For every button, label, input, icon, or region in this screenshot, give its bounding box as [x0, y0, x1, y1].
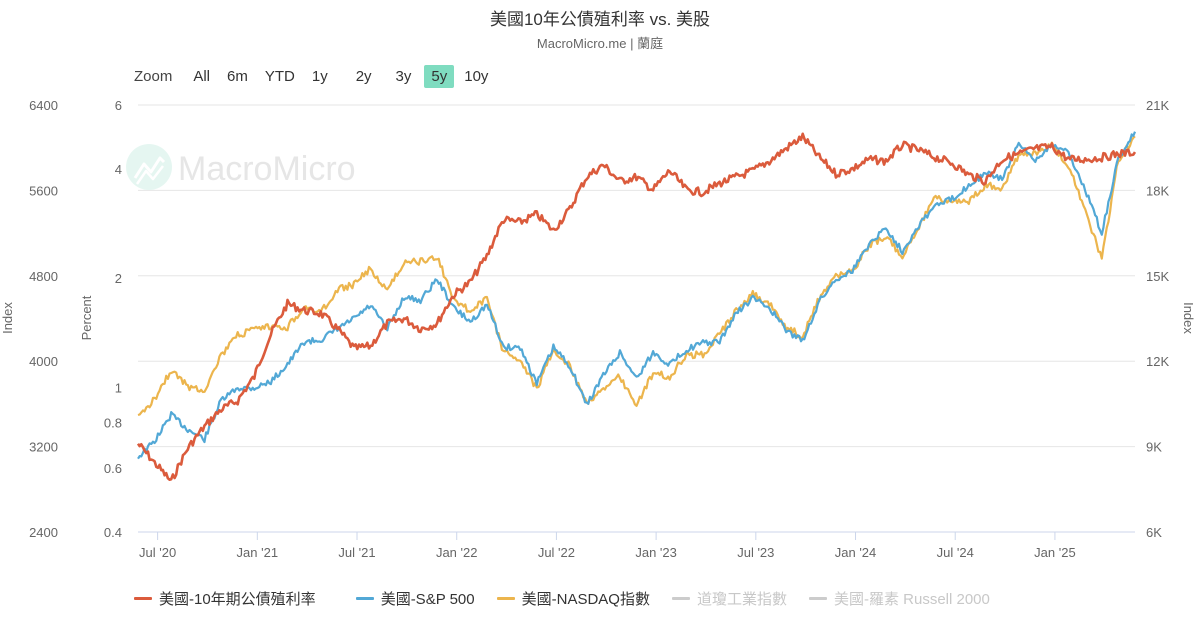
range-button-1y[interactable]: 1y [311, 67, 328, 85]
range-button-5y[interactable]: 5y [424, 64, 455, 88]
svg-text:Jul '23: Jul '23 [737, 545, 774, 560]
right-axis-title: Index [1181, 302, 1196, 334]
svg-text:6: 6 [115, 98, 122, 113]
svg-text:1: 1 [115, 381, 122, 396]
legend-label-sp500: 美國-S&P 500 [380, 591, 475, 608]
svg-text:Jan '21: Jan '21 [237, 545, 279, 560]
svg-text:2400: 2400 [29, 525, 58, 540]
legend-swatch-sp500 [355, 597, 374, 600]
grid-lines [138, 104, 1135, 533]
sp500-line[interactable] [137, 131, 1137, 460]
svg-text:0.8: 0.8 [104, 416, 122, 431]
svg-text:Jul '24: Jul '24 [937, 545, 974, 560]
svg-text:Jul '20: Jul '20 [139, 545, 176, 560]
svg-text:0.6: 0.6 [104, 461, 122, 476]
range-button-ytd[interactable]: YTD [264, 67, 295, 85]
svg-text:15K: 15K [1146, 269, 1169, 284]
range-button-2y[interactable]: 2y [355, 67, 372, 85]
chart-subtitle: MacroMicro.me | 蘭庭 [536, 36, 664, 51]
svg-text:18K: 18K [1146, 183, 1169, 198]
zoom-label: Zoom [134, 67, 173, 85]
range-button-3y[interactable]: 3y [395, 67, 412, 85]
left-outer-axis-title: Index [0, 302, 15, 334]
range-button-all[interactable]: All [193, 67, 211, 85]
range-selector: Zoom All 6m YTD 1y 2y 3y 5y 10y [134, 63, 498, 89]
legend-item-yield[interactable]: 美國-10年期公債殖利率 [134, 588, 316, 609]
svg-text:Jul '21: Jul '21 [338, 545, 375, 560]
legend-item-dow-jones[interactable]: 道瓊工業指數 [671, 588, 787, 609]
range-button-10y[interactable]: 10y [464, 67, 489, 85]
left-index-axis: 6400 5600 4800 4000 3200 2400 [29, 98, 58, 540]
legend-label-dow-jones: 道瓊工業指數 [696, 591, 787, 608]
svg-text:0.4: 0.4 [104, 525, 122, 540]
svg-text:4000: 4000 [29, 354, 58, 369]
svg-text:6K: 6K [1146, 525, 1162, 540]
legend: 美國-10年期公債殖利率 美國-S&P 500 美國-NASDAQ指數 道瓊工業… [134, 588, 1012, 609]
right-index-axis: 21K 18K 15K 12K 9K 6K [1146, 98, 1169, 540]
svg-text:Jan '25: Jan '25 [1034, 545, 1076, 560]
x-axis: Jul '20 Jan '21 Jul '21 Jan '22 Jul '22 Jan '… [139, 532, 1076, 560]
legend-swatch-dow-jones [671, 597, 690, 600]
legend-item-sp500[interactable]: 美國-S&P 500 [355, 588, 475, 609]
left-inner-axis-title: Percent [79, 295, 94, 340]
legend-swatch-russell-2000 [808, 597, 827, 600]
legend-item-nasdaq[interactable]: 美國-NASDAQ指數 [496, 588, 650, 609]
svg-text:12K: 12K [1146, 354, 1169, 369]
svg-text:9K: 9K [1146, 440, 1162, 455]
left-percent-axis: 6 4 2 1 0.8 0.6 0.4 [104, 98, 122, 540]
svg-text:2: 2 [115, 271, 122, 286]
svg-text:Jul '22: Jul '22 [538, 545, 575, 560]
legend-swatch-yield [134, 597, 152, 600]
legend-label-yield: 美國-10年期公債殖利率 [159, 591, 316, 608]
range-button-6m[interactable]: 6m [227, 67, 248, 85]
legend-item-russell-2000[interactable]: 美國-羅素 Russell 2000 [808, 588, 990, 609]
svg-text:4: 4 [115, 162, 122, 177]
svg-text:21K: 21K [1146, 98, 1169, 113]
legend-label-russell-2000: 美國-羅素 Russell 2000 [833, 591, 990, 608]
yield-line[interactable] [136, 132, 1137, 481]
svg-text:5600: 5600 [29, 183, 58, 198]
svg-text:Jan '23: Jan '23 [635, 545, 677, 560]
svg-text:Jan '24: Jan '24 [835, 545, 877, 560]
series-lines [136, 131, 1137, 481]
svg-text:6400: 6400 [29, 98, 58, 113]
legend-label-nasdaq: 美國-NASDAQ指數 [521, 591, 650, 608]
svg-text:3200: 3200 [29, 440, 58, 455]
watermark-text: MacroMicro [178, 150, 356, 188]
chart-title: 美國10年公債殖利率 vs. 美股 [489, 10, 711, 29]
macromicro-logo-icon [126, 144, 172, 190]
svg-text:4800: 4800 [29, 269, 58, 284]
svg-text:Jan '22: Jan '22 [436, 545, 478, 560]
legend-swatch-nasdaq [496, 597, 515, 600]
